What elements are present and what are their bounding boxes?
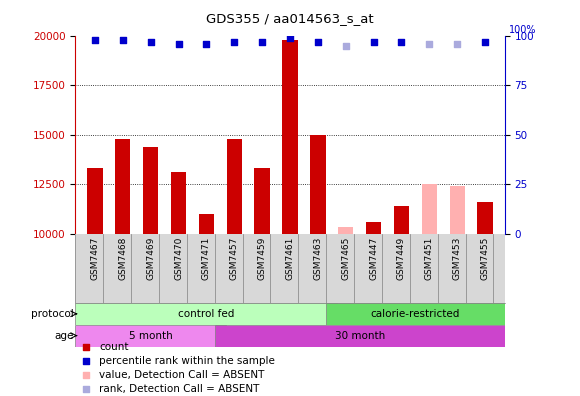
Text: GSM7469: GSM7469 xyxy=(146,237,155,280)
Point xyxy=(174,40,183,47)
Point xyxy=(202,40,211,47)
Text: GSM7455: GSM7455 xyxy=(481,237,490,280)
Bar xyxy=(199,214,214,234)
Text: GSM7470: GSM7470 xyxy=(174,237,183,280)
Bar xyxy=(75,325,226,346)
Point xyxy=(146,38,155,45)
Text: GDS355 / aa014563_s_at: GDS355 / aa014563_s_at xyxy=(206,12,374,25)
Text: percentile rank within the sample: percentile rank within the sample xyxy=(99,356,275,366)
Bar xyxy=(310,135,325,234)
Text: age: age xyxy=(54,331,73,341)
Text: 30 month: 30 month xyxy=(335,331,385,341)
Bar xyxy=(143,147,158,234)
Bar xyxy=(366,222,381,234)
Text: GSM7463: GSM7463 xyxy=(313,237,322,280)
Bar xyxy=(282,40,298,234)
Text: rank, Detection Call = ABSENT: rank, Detection Call = ABSENT xyxy=(99,384,259,394)
Text: GSM7459: GSM7459 xyxy=(258,237,267,280)
Point xyxy=(369,38,378,45)
Bar xyxy=(255,168,270,234)
Text: GSM7468: GSM7468 xyxy=(118,237,127,280)
Point xyxy=(258,38,267,45)
Text: count: count xyxy=(99,342,129,352)
Text: GSM7471: GSM7471 xyxy=(202,237,211,280)
Text: 5 month: 5 month xyxy=(129,331,172,341)
Point xyxy=(118,36,128,43)
Point xyxy=(383,300,392,306)
Text: GSM7453: GSM7453 xyxy=(453,237,462,280)
Point xyxy=(452,40,462,47)
Text: GSM7465: GSM7465 xyxy=(341,237,350,280)
Point xyxy=(341,42,350,49)
Point xyxy=(383,48,392,54)
Bar xyxy=(75,303,338,325)
Text: GSM7451: GSM7451 xyxy=(425,237,434,280)
Text: GSM7457: GSM7457 xyxy=(230,237,239,280)
Text: protocol: protocol xyxy=(31,309,73,319)
Text: GSM7447: GSM7447 xyxy=(369,237,378,280)
Bar xyxy=(326,303,505,325)
Bar xyxy=(215,325,505,346)
Bar xyxy=(477,202,493,234)
Point xyxy=(425,40,434,47)
Point xyxy=(90,36,100,43)
Point xyxy=(480,38,490,45)
Bar xyxy=(171,172,186,234)
Point xyxy=(285,34,295,41)
Bar xyxy=(422,184,437,234)
Text: GSM7461: GSM7461 xyxy=(285,237,295,280)
Point xyxy=(313,38,322,45)
Bar xyxy=(338,227,353,234)
Point xyxy=(230,38,239,45)
Bar xyxy=(115,139,130,234)
Text: GSM7467: GSM7467 xyxy=(90,237,99,280)
Bar xyxy=(450,186,465,234)
Bar xyxy=(394,206,409,234)
Point xyxy=(397,38,406,45)
Text: calorie-restricted: calorie-restricted xyxy=(371,309,460,319)
Text: GSM7449: GSM7449 xyxy=(397,237,406,280)
Text: 100%: 100% xyxy=(509,25,536,34)
Bar xyxy=(87,168,103,234)
Text: control fed: control fed xyxy=(178,309,234,319)
Bar xyxy=(227,139,242,234)
Text: value, Detection Call = ABSENT: value, Detection Call = ABSENT xyxy=(99,370,264,380)
Point xyxy=(383,173,392,180)
